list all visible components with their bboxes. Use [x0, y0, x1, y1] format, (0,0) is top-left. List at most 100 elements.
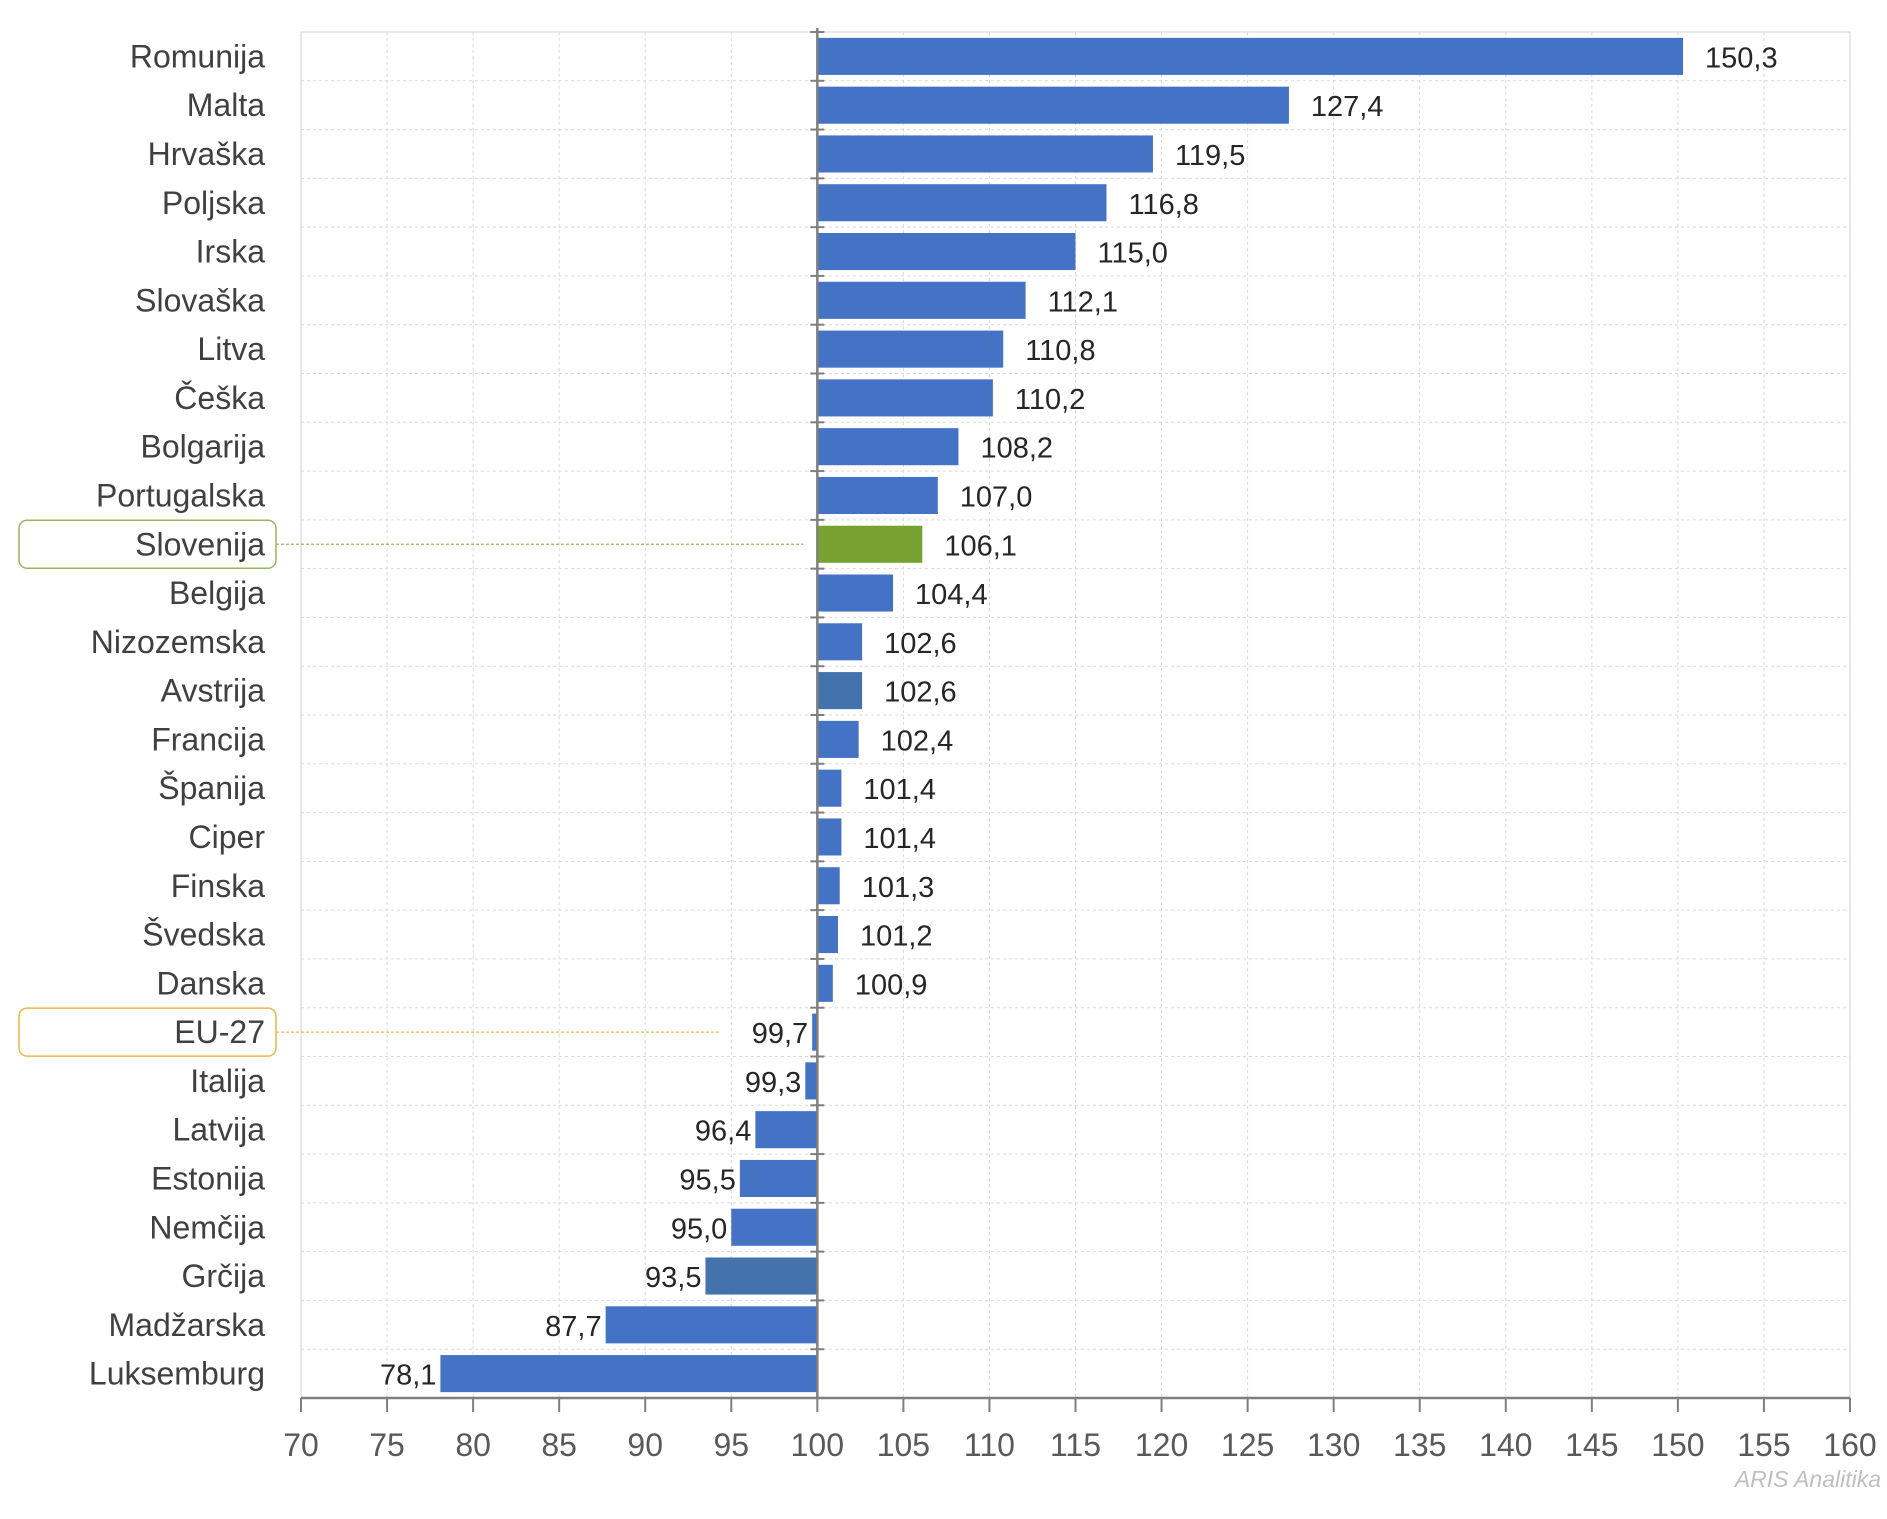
source-credit: ARIS Analitika	[1734, 1466, 1881, 1492]
value-label: 99,7	[752, 1018, 808, 1050]
bar	[817, 476, 938, 515]
value-label: 101,2	[860, 921, 933, 953]
category-label: Finska	[171, 868, 265, 904]
category-label: EU-27	[174, 1014, 265, 1050]
category-label: Latvija	[173, 1112, 266, 1148]
x-tick-label: 110	[964, 1427, 1015, 1463]
value-label: 110,2	[1015, 384, 1085, 416]
value-label: 116,8	[1128, 189, 1198, 221]
value-label: 110,8	[1025, 335, 1095, 367]
value-label: 101,4	[863, 823, 936, 855]
category-label: Češka	[174, 380, 265, 416]
value-label: 102,6	[884, 628, 957, 660]
category-label: Nizozemska	[91, 624, 265, 660]
x-tick-label: 115	[1050, 1427, 1101, 1463]
bar	[817, 232, 1076, 271]
bar	[817, 184, 1107, 222]
bar	[605, 1306, 818, 1344]
category-label: Slovenija	[135, 526, 265, 562]
category-label: Francija	[151, 721, 265, 757]
category-label: Švedska	[142, 917, 265, 953]
value-label: 119,5	[1175, 140, 1245, 172]
x-tick-label: 125	[1221, 1427, 1274, 1463]
x-tick-label: 100	[791, 1427, 844, 1463]
category-label: Poljska	[162, 185, 265, 221]
value-label: 87,7	[545, 1311, 601, 1343]
category-label: Luksemburg	[89, 1356, 265, 1392]
bar	[817, 672, 863, 710]
value-label: 99,3	[745, 1067, 801, 1099]
category-label: Malta	[187, 87, 265, 123]
x-tick-label: 120	[1135, 1427, 1188, 1463]
x-tick-label: 155	[1737, 1427, 1790, 1463]
value-label: 95,0	[671, 1213, 727, 1245]
value-label: 106,1	[944, 530, 1017, 562]
value-label: 150,3	[1705, 42, 1778, 74]
bar	[817, 867, 840, 905]
category-label: Španija	[158, 770, 265, 806]
category-label: Belgija	[169, 575, 265, 611]
x-tick-label: 90	[627, 1427, 663, 1463]
category-label: Portugalska	[96, 477, 265, 513]
value-label: 101,3	[862, 872, 935, 904]
value-label: 112,1	[1048, 286, 1118, 318]
category-label: Irska	[196, 234, 266, 270]
value-label: 102,6	[884, 677, 957, 709]
bar	[817, 525, 923, 563]
x-tick-label: 145	[1565, 1427, 1618, 1463]
category-label: Ciper	[189, 819, 266, 855]
category-label: Grčija	[181, 1258, 265, 1294]
bar	[739, 1159, 818, 1198]
bar	[440, 1355, 818, 1393]
category-label: Italija	[190, 1063, 265, 1099]
x-tick-label: 95	[713, 1427, 749, 1463]
bar	[805, 1062, 818, 1100]
category-label: Danska	[157, 965, 266, 1001]
bar	[817, 135, 1153, 173]
bar	[817, 915, 838, 954]
category-label: Bolgarija	[140, 429, 265, 465]
x-tick-label: 150	[1651, 1427, 1704, 1463]
bar	[817, 818, 842, 856]
value-label: 93,5	[645, 1262, 701, 1294]
x-tick-label: 105	[877, 1427, 930, 1463]
value-label: 78,1	[380, 1360, 436, 1392]
x-tick-label: 130	[1307, 1427, 1360, 1463]
bar	[817, 281, 1026, 319]
x-tick-label: 85	[541, 1427, 577, 1463]
x-tick-label: 80	[455, 1427, 491, 1463]
x-tick-label: 160	[1823, 1427, 1876, 1463]
category-label: Nemčija	[149, 1209, 265, 1245]
bar	[817, 574, 894, 612]
x-tick-label: 70	[283, 1427, 319, 1463]
value-label: 96,4	[695, 1116, 751, 1148]
value-label: 102,4	[881, 725, 954, 757]
category-label: Madžarska	[109, 1307, 266, 1343]
bar	[817, 37, 1684, 75]
category-label: Estonija	[151, 1160, 265, 1196]
category-label: Litva	[197, 331, 265, 367]
bar	[812, 1013, 818, 1051]
category-label: Slovaška	[135, 282, 265, 318]
bar	[817, 623, 863, 661]
value-label: 104,4	[915, 579, 988, 611]
x-tick-label: 135	[1393, 1427, 1446, 1463]
bar	[817, 964, 833, 1002]
value-label: 107,0	[960, 481, 1033, 513]
value-label: 101,4	[863, 774, 936, 806]
bar	[755, 1111, 818, 1149]
bar	[817, 769, 842, 807]
value-label: 115,0	[1098, 238, 1168, 270]
value-label: 95,5	[679, 1164, 735, 1196]
bar	[817, 720, 859, 758]
bar	[817, 330, 1004, 368]
category-label: Avstrija	[161, 673, 266, 709]
category-label: Romunija	[130, 38, 265, 74]
value-label: 127,4	[1311, 91, 1384, 123]
category-label: Hrvaška	[148, 136, 266, 172]
bar	[705, 1257, 818, 1295]
bar	[731, 1208, 818, 1246]
bar	[817, 379, 993, 417]
x-tick-label: 140	[1479, 1427, 1532, 1463]
